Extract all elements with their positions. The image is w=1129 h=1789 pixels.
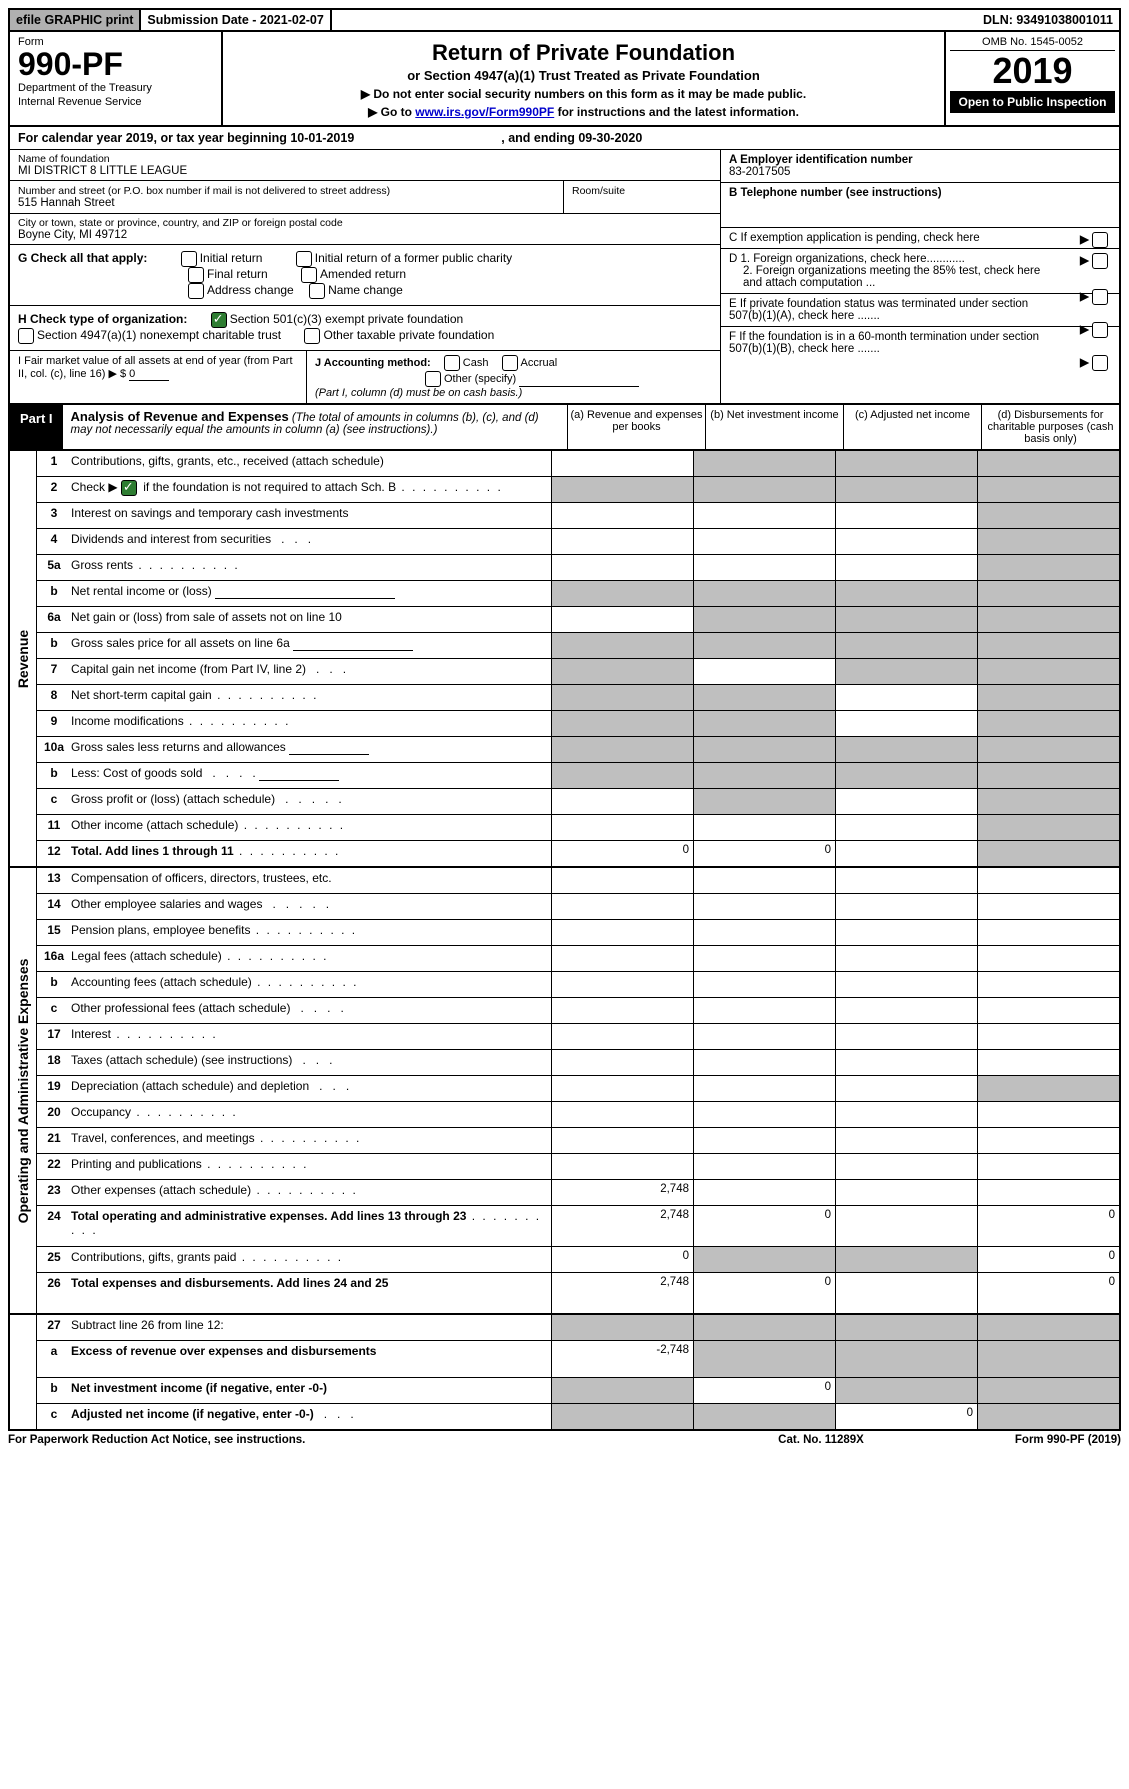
l25-d: 0 — [977, 1247, 1119, 1272]
chk-other-method[interactable] — [425, 371, 441, 387]
form-header: Form 990-PF Department of the Treasury I… — [8, 32, 1121, 127]
chk-name-change[interactable] — [309, 283, 325, 299]
page-footer: For Paperwork Reduction Act Notice, see … — [8, 1431, 1121, 1446]
box-f: F If the foundation is in a 60-month ter… — [721, 327, 1119, 359]
part1-header: Part I Analysis of Revenue and Expenses … — [8, 405, 1121, 451]
chk-initial-return[interactable] — [181, 251, 197, 267]
box-c: C If exemption application is pending, c… — [721, 228, 1119, 249]
l12-a: 0 — [551, 841, 693, 866]
chk-final-return[interactable] — [188, 267, 204, 283]
chk-address-change[interactable] — [188, 283, 204, 299]
cash-basis-note: (Part I, column (d) must be on cash basi… — [315, 387, 522, 399]
line27-block: 27Subtract line 26 from line 12: aExcess… — [8, 1315, 1121, 1431]
l24-b: 0 — [693, 1206, 835, 1246]
top-bar: efile GRAPHIC print Submission Date - 20… — [8, 8, 1121, 32]
calendar-year-row: For calendar year 2019, or tax year begi… — [10, 127, 1119, 150]
foundation-name-cell: Name of foundation MI DISTRICT 8 LITTLE … — [10, 150, 720, 181]
revenue-block: Revenue 1Contributions, gifts, grants, e… — [8, 451, 1121, 868]
form-title: Return of Private Foundation — [233, 40, 934, 66]
address-label: Number and street (or P.O. box number if… — [18, 185, 555, 197]
l24-d: 0 — [977, 1206, 1119, 1246]
chk-initial-former[interactable] — [296, 251, 312, 267]
form-note-link: ▶ Go to www.irs.gov/Form990PF for instru… — [233, 105, 934, 119]
foundation-name: MI DISTRICT 8 LITTLE LEAGUE — [18, 165, 712, 177]
expenses-block: Operating and Administrative Expenses 13… — [8, 868, 1121, 1315]
chk-accrual[interactable] — [502, 355, 518, 371]
col-b-header: (b) Net investment income — [705, 405, 843, 449]
col-a-header: (a) Revenue and expenses per books — [567, 405, 705, 449]
box-b: B Telephone number (see instructions) — [721, 183, 1119, 228]
fmv-value: 0 — [129, 368, 169, 381]
expenses-side-label: Operating and Administrative Expenses — [15, 958, 31, 1223]
l26-d: 0 — [977, 1273, 1119, 1313]
section-g: G Check all that apply: Initial return I… — [10, 245, 720, 306]
tax-year: 2019 — [950, 51, 1115, 91]
chk-f[interactable] — [1092, 355, 1108, 371]
catalog-number: Cat. No. 11289X — [721, 1434, 921, 1446]
l27c-c: 0 — [835, 1404, 977, 1429]
section-j-label: J Accounting method: — [315, 357, 431, 369]
efile-button[interactable]: efile GRAPHIC print — [10, 10, 141, 30]
chk-4947[interactable] — [18, 328, 34, 344]
section-h: H Check type of organization: Section 50… — [10, 306, 720, 351]
chk-501c3[interactable] — [211, 312, 227, 328]
form-footer: Form 990-PF (2019) — [921, 1434, 1121, 1446]
box-a: A Employer identification number 83-2017… — [721, 150, 1119, 183]
city-cell: City or town, state or province, country… — [10, 214, 720, 245]
revenue-side-label: Revenue — [15, 629, 31, 687]
form-note-ssn: ▶ Do not enter social security numbers o… — [233, 87, 934, 101]
box-d: D 1. Foreign organizations, check here..… — [721, 249, 1119, 294]
chk-other-taxable[interactable] — [304, 328, 320, 344]
l26-b: 0 — [693, 1273, 835, 1313]
chk-d1[interactable] — [1092, 253, 1108, 269]
box-e: E If private foundation status was termi… — [721, 294, 1119, 327]
irs-link[interactable]: www.irs.gov/Form990PF — [415, 105, 554, 119]
dept-treasury: Department of the Treasury — [18, 82, 213, 94]
part1-label: Part I — [10, 405, 63, 449]
paperwork-notice: For Paperwork Reduction Act Notice, see … — [8, 1434, 721, 1446]
chk-amended[interactable] — [301, 267, 317, 283]
l24-a: 2,748 — [551, 1206, 693, 1246]
chk-sch-b[interactable] — [121, 480, 137, 496]
ein: 83-2017505 — [729, 166, 790, 178]
street-address: 515 Hannah Street — [18, 197, 555, 209]
submission-date: Submission Date - 2021-02-07 — [141, 10, 331, 30]
omb-number: OMB No. 1545-0052 — [950, 36, 1115, 51]
chk-c[interactable] — [1092, 232, 1108, 248]
chk-cash[interactable] — [444, 355, 460, 371]
section-ij: I Fair market value of all assets at end… — [10, 351, 720, 403]
l27a-a: -2,748 — [551, 1341, 693, 1377]
l27b-b: 0 — [693, 1378, 835, 1403]
irs: Internal Revenue Service — [18, 96, 213, 108]
col-c-header: (c) Adjusted net income — [843, 405, 981, 449]
l23-a: 2,748 — [551, 1180, 693, 1205]
l25-a: 0 — [551, 1247, 693, 1272]
city-state-zip: Boyne City, MI 49712 — [18, 229, 712, 241]
l12-b: 0 — [693, 841, 835, 866]
dln: DLN: 93491038001011 — [977, 10, 1119, 30]
form-subtitle: or Section 4947(a)(1) Trust Treated as P… — [233, 68, 934, 83]
l26-a: 2,748 — [551, 1273, 693, 1313]
room-suite-label: Room/suite — [572, 185, 712, 197]
col-d-header: (d) Disbursements for charitable purpose… — [981, 405, 1119, 449]
open-public-badge: Open to Public Inspection — [950, 91, 1115, 113]
form-number: 990-PF — [18, 48, 213, 80]
